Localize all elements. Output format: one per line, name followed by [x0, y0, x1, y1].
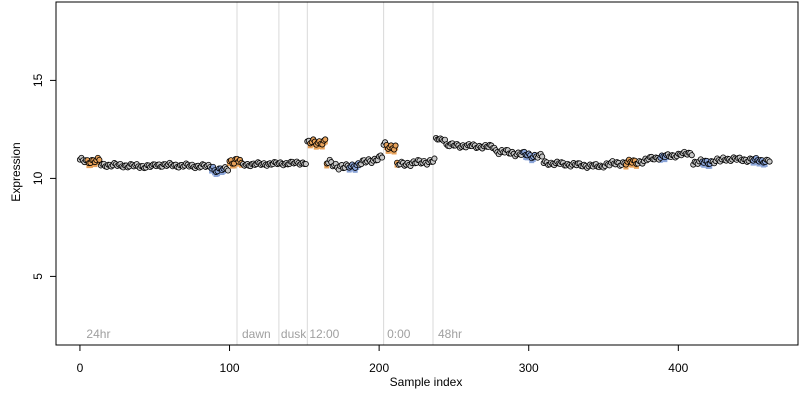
data-point [392, 142, 399, 149]
data-point [322, 136, 329, 143]
data-point [379, 154, 386, 161]
x-axis-label: Sample index [390, 375, 463, 389]
x-tick-label: 400 [668, 361, 688, 375]
y-axis-label: Expression [9, 142, 23, 201]
y-tick-label: 15 [31, 73, 45, 87]
annotation-3: 12:00 [309, 327, 339, 341]
annotation-5: 48hr [438, 327, 462, 341]
data-point [225, 167, 232, 174]
x-axis: 0 100 200 300 400 [77, 344, 689, 375]
time-annotations: 24hr dawn dusk 12:00 0:00 48hr [86, 327, 462, 341]
data-point [302, 160, 309, 167]
vertical-marker-lines [236, 2, 434, 345]
data-point [431, 155, 438, 162]
annotation-0: 24hr [86, 327, 110, 341]
y-axis: 5 10 15 [31, 73, 57, 280]
data-point [539, 153, 546, 160]
plot-area-frame [55, 1, 799, 346]
annotation-1: dawn [242, 327, 271, 341]
x-tick-label: 300 [519, 361, 539, 375]
data-point [766, 158, 773, 165]
y-tick-label: 5 [31, 273, 45, 280]
x-tick-label: 100 [220, 361, 240, 375]
data-point [688, 152, 695, 159]
x-tick-label: 0 [77, 361, 84, 375]
data-points [76, 135, 773, 177]
y-tick-label: 10 [31, 171, 45, 185]
annotation-2: dusk [281, 327, 307, 341]
x-tick-label: 200 [369, 361, 389, 375]
data-point [96, 156, 103, 163]
annotation-4: 0:00 [387, 327, 411, 341]
